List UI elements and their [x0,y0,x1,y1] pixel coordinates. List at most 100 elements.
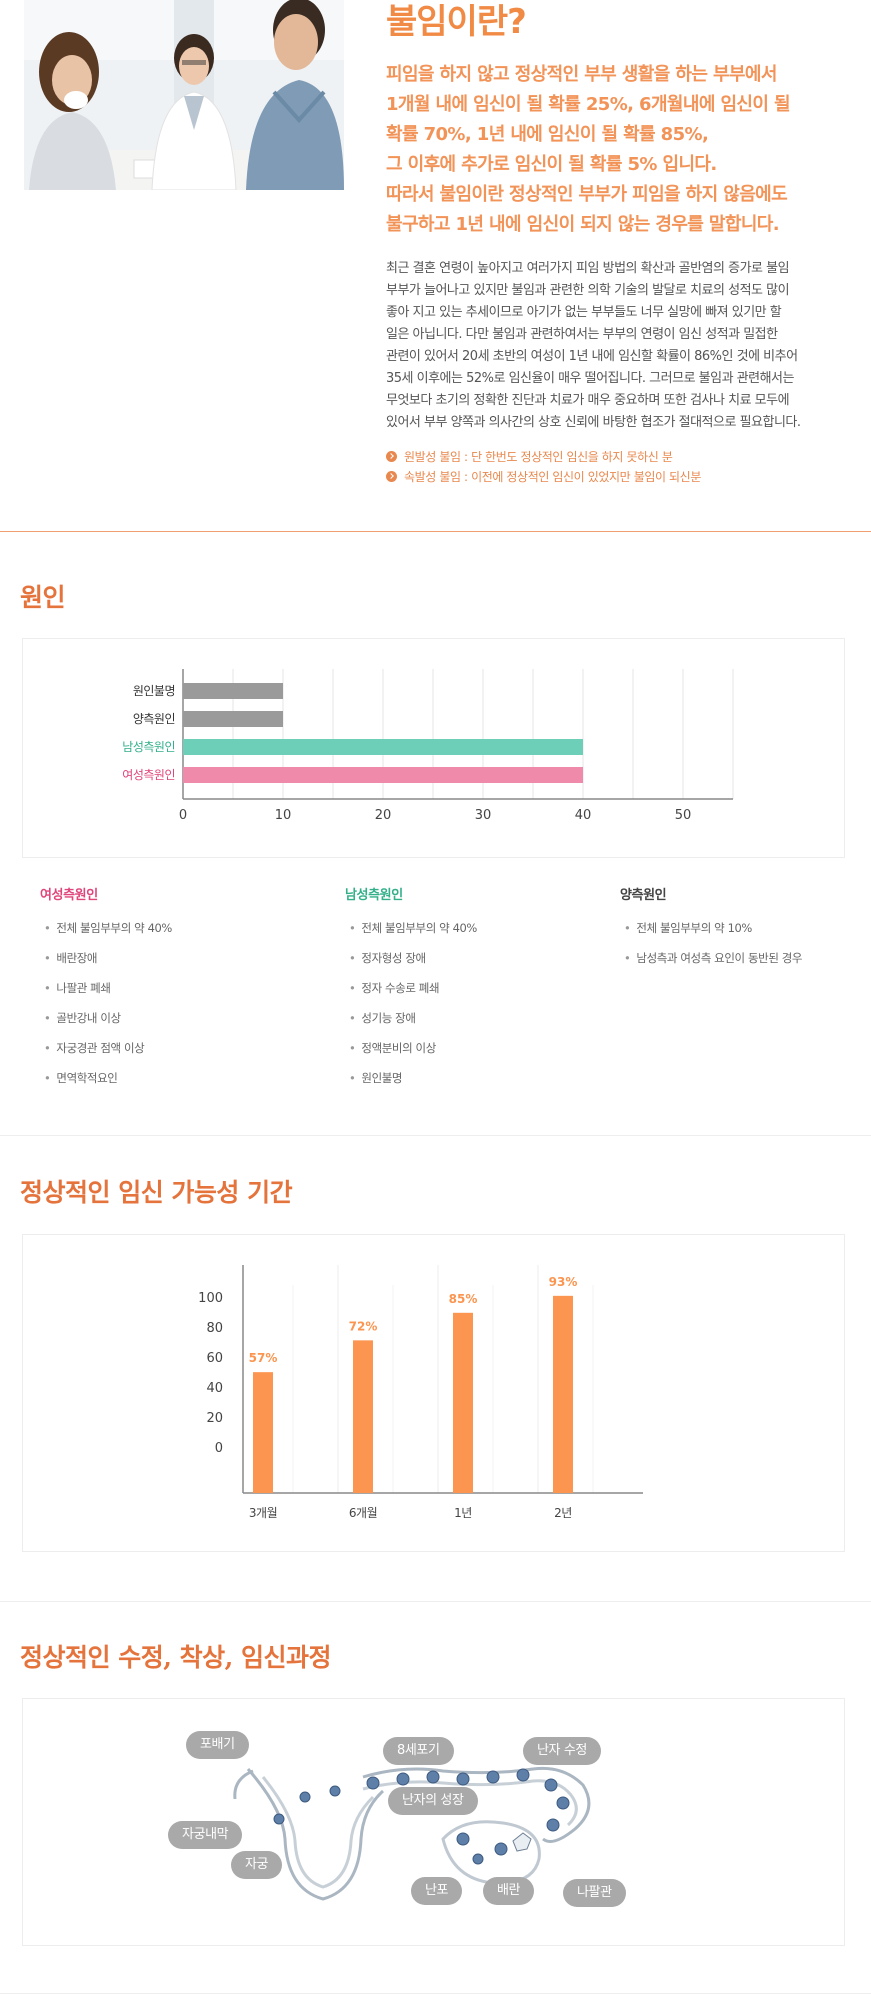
female-cause-heading: 여성측원인 [40,888,98,903]
data-label: 72% [349,1319,378,1333]
intro-body: 최근 결혼 연령이 높아지고 여러가지 피임 방법의 확산과 골반염의 증가로 … [386,258,864,434]
intro-section: 불임이란? 피임을 하지 않고 정상적인 부부 생활을 하는 부부에서 1개월 … [0,0,871,532]
intro-lead: 피임을 하지 않고 정상적인 부부 생활을 하는 부부에서 1개월 내에 임신이… [386,60,856,240]
label-follicle: 난포 [411,1877,463,1905]
consultation-photo-illustration [24,0,344,190]
tick-label: 40 [206,1381,223,1396]
bar [183,711,283,727]
list-item: 자궁경관 점액 이상 [40,1033,172,1063]
category-label: 남성측원인 [122,740,175,754]
label-uterus: 자궁 [231,1851,283,1879]
list-item: 배란장애 [40,943,172,973]
tick-label: 50 [675,808,692,823]
male-cause-column: 남성측원인 전체 불임부부의 약 40% 정자형성 장애 정자 수송로 폐쇄 성… [345,884,477,1093]
body-line: 관련이 있어서 20세 초반의 여성이 1년 내에 임신할 확률이 86%인 것… [386,349,798,364]
body-line: 일은 아닙니다. 다만 불임과 관련하여서는 부부의 연령이 임신 성적과 밀접… [386,327,778,342]
cause-title: 원인 [20,583,66,612]
note-text: 원발성 불임 : 단 한번도 정상적인 임신을 하지 못하신 분 [404,450,673,464]
chevron-right-icon [386,451,397,462]
list-item: 남성측과 여성측 요인이 동반된 경우 [620,943,802,973]
label-fertilization: 난자 수정 [523,1737,601,1765]
label-fallopian: 나팔관 [563,1879,626,1907]
section-divider [0,1601,871,1602]
lead-line: 확률 70%, 1년 내에 임신이 될 확률 85%, [386,124,709,145]
male-cause-list: 전체 불임부부의 약 40% 정자형성 장애 정자 수송로 폐쇄 성기능 장애 … [345,913,477,1093]
label-ovulation: 배란 [483,1877,535,1905]
page-title: 불임이란? [386,2,527,42]
body-line: 부부가 늘어나고 있지만 불임과 관련한 의학 기술의 발달로 치료의 성적도 … [386,283,790,298]
tick-label: 20 [375,808,392,823]
tick-label: 10 [275,808,292,823]
bar [553,1295,573,1493]
lead-line: 1개월 내에 임신이 될 확률 25%, 6개월내에 임신이 될 [386,94,791,115]
category-label: 1년 [454,1506,472,1520]
note-secondary-infertility: 속발성 불임 : 이전에 정상적인 임신이 있었지만 불임이 되신분 [386,468,701,485]
tick-label: 100 [198,1291,223,1306]
list-item: 정자 수송로 폐쇄 [345,973,477,1003]
list-item: 정자형성 장애 [345,943,477,973]
female-cause-column: 여성측원인 전체 불임부부의 약 40% 배란장애 나팔관 폐쇄 골반강내 이상… [40,884,172,1093]
data-label: 93% [549,1275,578,1289]
note-text: 속발성 불임 : 이전에 정상적인 임신이 있었지만 불임이 되신분 [404,470,701,484]
bar [183,739,583,755]
section-divider [0,1135,871,1136]
tick-label: 30 [475,808,492,823]
tick-label: 40 [575,808,592,823]
pregnancy-rate-bar-chart: 0 20 40 60 80 100 57% 3개월 72% 6개월 85% 1년 93% 2년 [198,1265,643,1520]
chevron-right-icon [386,471,397,482]
process-diagram-panel: 포배기 8세포기 난자 수정 난자의 성장 자궁내막 자궁 난포 배란 나팔관 [22,1698,845,1946]
body-line: 35세 이후에는 52%로 임신율이 매우 떨어집니다. 그러므로 불임과 관련… [386,371,794,386]
list-item: 전체 불임부부의 약 40% [40,913,172,943]
bar [253,1372,273,1493]
tick-label: 60 [206,1351,223,1366]
tick-label: 80 [206,1321,223,1336]
bar [353,1340,373,1493]
both-cause-column: 양측원인 전체 불임부부의 약 10% 남성측과 여성측 요인이 동반된 경우 [620,884,803,973]
section-divider [0,531,871,532]
list-item: 골반강내 이상 [40,1003,172,1033]
body-line: 있어서 부부 양쪽과 의사간의 상호 신뢰에 바탕한 협조가 절대적으로 필요합… [386,415,801,430]
data-label: 85% [449,1292,478,1306]
list-item: 정액분비의 이상 [345,1033,477,1063]
both-cause-list: 전체 불임부부의 약 10% 남성측과 여성측 요인이 동반된 경우 [620,913,802,973]
lead-line: 그 이후에 추가로 임신이 될 확률 5% 입니다. [386,154,717,175]
period-chart-panel: 0 20 40 60 80 100 57% 3개월 72% 6개월 85% 1년 93% 2년 [22,1234,845,1552]
body-line: 좋아 지고 있는 추세이므로 아기가 없는 부부들도 너무 실망에 빠져 있기만… [386,305,782,320]
tick-label: 0 [179,808,187,823]
lead-line: 따라서 불임이란 정상적인 부부가 피임을 하지 않음에도 [386,184,788,205]
category-label: 여성측원인 [122,768,175,782]
list-item: 면역학적요인 [40,1063,172,1093]
label-egg-growth: 난자의 성장 [388,1787,478,1815]
category-label: 2년 [554,1506,572,1520]
both-cause-heading: 양측원인 [620,888,667,903]
list-item: 원인불명 [345,1063,477,1093]
label-endometrium: 자궁내막 [168,1821,243,1849]
process-title: 정상적인 수정, 착상, 임신과정 [20,1643,332,1672]
reproductive-tract-diagram [233,1766,591,1901]
category-label: 원인불명 [133,684,175,698]
list-item: 전체 불임부부의 약 40% [345,913,477,943]
lead-line: 피임을 하지 않고 정상적인 부부 생활을 하는 부부에서 [386,64,777,85]
male-cause-heading: 남성측원인 [345,888,403,903]
body-line: 무엇보다 초기의 정확한 진단과 치료가 매우 중요하며 또한 검사나 치료 모… [386,393,790,408]
female-cause-list: 전체 불임부부의 약 40% 배란장애 나팔관 폐쇄 골반강내 이상 자궁경관 … [40,913,172,1093]
category-label: 3개월 [249,1506,277,1520]
tick-label: 0 [215,1441,223,1456]
section-divider [0,1993,871,1994]
data-label: 57% [249,1351,278,1365]
category-label: 양측원인 [133,712,175,726]
label-eight-cell: 8세포기 [383,1737,454,1765]
consultation-photo [24,0,344,190]
body-line: 최근 결혼 연령이 높아지고 여러가지 피임 방법의 확산과 골반염의 증가로 … [386,261,790,276]
list-item: 전체 불임부부의 약 10% [620,913,802,943]
lead-line: 불구하고 1년 내에 임신이 되지 않는 경우를 말합니다. [386,214,780,235]
period-title: 정상적인 임신 가능성 기간 [20,1178,293,1207]
category-label: 6개월 [349,1506,377,1520]
label-placenta: 포배기 [186,1731,249,1759]
list-item: 성기능 장애 [345,1003,477,1033]
note-primary-infertility: 원발성 불임 : 단 한번도 정상적인 임신을 하지 못하신 분 [386,448,673,465]
bar [183,767,583,783]
bar [183,683,283,699]
